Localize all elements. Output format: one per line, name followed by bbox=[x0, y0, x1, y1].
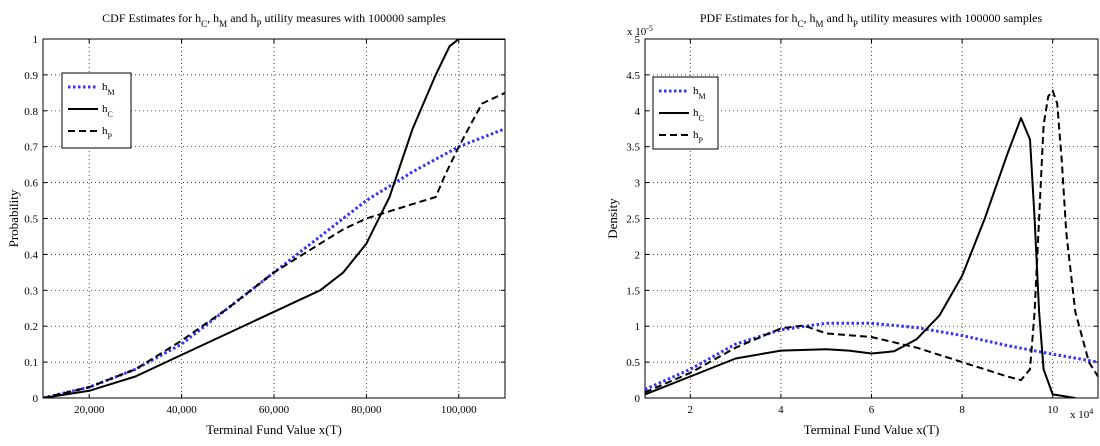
cdf-y-axis-label: Probability bbox=[6, 189, 21, 247]
pdf-y-tick-label: 3.5 bbox=[626, 142, 640, 154]
pdf-legend-label-hm: hM bbox=[693, 85, 706, 101]
pdf-y-tick-label: 2 bbox=[635, 249, 641, 261]
pdf-title: PDF Estimates for hC, hM and hP utility … bbox=[700, 11, 1043, 29]
cdf-chart: CDF Estimates for hC, hM and hP utility … bbox=[6, 11, 506, 437]
cdf-y-tick-label: 0.3 bbox=[24, 285, 38, 297]
pdf-chart: PDF Estimates for hC, hM and hP utility … bbox=[605, 11, 1099, 437]
cdf-x-axis-label: Terminal Fund Value x(T) bbox=[206, 422, 342, 437]
cdf-legend-box bbox=[61, 72, 132, 149]
cdf-x-tick-label: 100,000 bbox=[441, 404, 477, 416]
pdf-x-tick-label: 6 bbox=[869, 404, 875, 416]
cdf-legend-label-hp: hP bbox=[102, 125, 113, 141]
cdf-y-tick-label: 0.7 bbox=[24, 142, 38, 154]
cdf-y-tick-label: 0.8 bbox=[24, 106, 38, 118]
pdf-y-tick-label: 1.5 bbox=[626, 285, 640, 297]
pdf-legend-label-hc: hC bbox=[693, 107, 704, 123]
cdf-x-tick-label: 20,000 bbox=[74, 404, 105, 416]
cdf-y-tick-label: 0 bbox=[33, 393, 39, 405]
pdf-legend-label-hp: hP bbox=[693, 129, 704, 145]
pdf-y-tick-label: 0.5 bbox=[626, 357, 640, 369]
cdf-y-tick-label: 1 bbox=[33, 34, 39, 46]
cdf-series-hp-line bbox=[43, 91, 505, 398]
pdf-plot-area bbox=[644, 38, 1099, 399]
cdf-y-tick-label: 0.6 bbox=[24, 178, 38, 190]
pdf-x-tick-label: 10 bbox=[1047, 404, 1059, 416]
cdf-y-tick-label: 0.9 bbox=[24, 70, 38, 82]
pdf-series-hc-line bbox=[645, 117, 1076, 398]
pdf-y-tick-label: 4.5 bbox=[626, 70, 640, 82]
pdf-x-tick-label: 4 bbox=[778, 404, 784, 416]
cdf-x-tick-label: 60,000 bbox=[259, 404, 290, 416]
cdf-y-tick-label: 0.1 bbox=[24, 357, 38, 369]
pdf-x-tick-label: 2 bbox=[688, 404, 694, 416]
cdf-legend-label-hc: hC bbox=[102, 103, 113, 119]
pdf-x-axis-label: Terminal Fund Value x(T) bbox=[804, 422, 940, 437]
cdf-y-tick-label: 0.5 bbox=[24, 214, 38, 226]
cdf-legend: hM hC hP bbox=[61, 72, 132, 149]
pdf-x-tick-label: 8 bbox=[959, 404, 965, 416]
pdf-x-exponent-label: x 104 bbox=[1070, 407, 1093, 422]
pdf-y-tick-label: 2.5 bbox=[626, 214, 640, 226]
pdf-y-tick-label: 4 bbox=[635, 106, 641, 118]
cdf-series-hc-line bbox=[43, 39, 505, 398]
cdf-y-tick-label: 0.2 bbox=[24, 321, 38, 333]
cdf-legend-label-hm: hM bbox=[102, 81, 115, 97]
pdf-y-tick-label: 1 bbox=[635, 321, 641, 333]
pdf-y-tick-label: 0 bbox=[635, 393, 641, 405]
cdf-x-tick-label: 80,000 bbox=[351, 404, 382, 416]
pdf-y-tick-label: 5 bbox=[635, 34, 641, 46]
pdf-y-axis-label: Density bbox=[605, 198, 620, 239]
pdf-y-exponent-label: x 10-5 bbox=[627, 24, 653, 39]
pdf-legend: hM hC hP bbox=[652, 76, 719, 150]
pdf-y-tick-label: 3 bbox=[635, 178, 641, 190]
cdf-y-tick-label: 0.4 bbox=[24, 249, 38, 261]
pdf-series-hp-line bbox=[645, 89, 1098, 394]
cdf-x-tick-label: 40,000 bbox=[166, 404, 197, 416]
cdf-title: CDF Estimates for hC, hM and hP utility … bbox=[102, 11, 446, 29]
